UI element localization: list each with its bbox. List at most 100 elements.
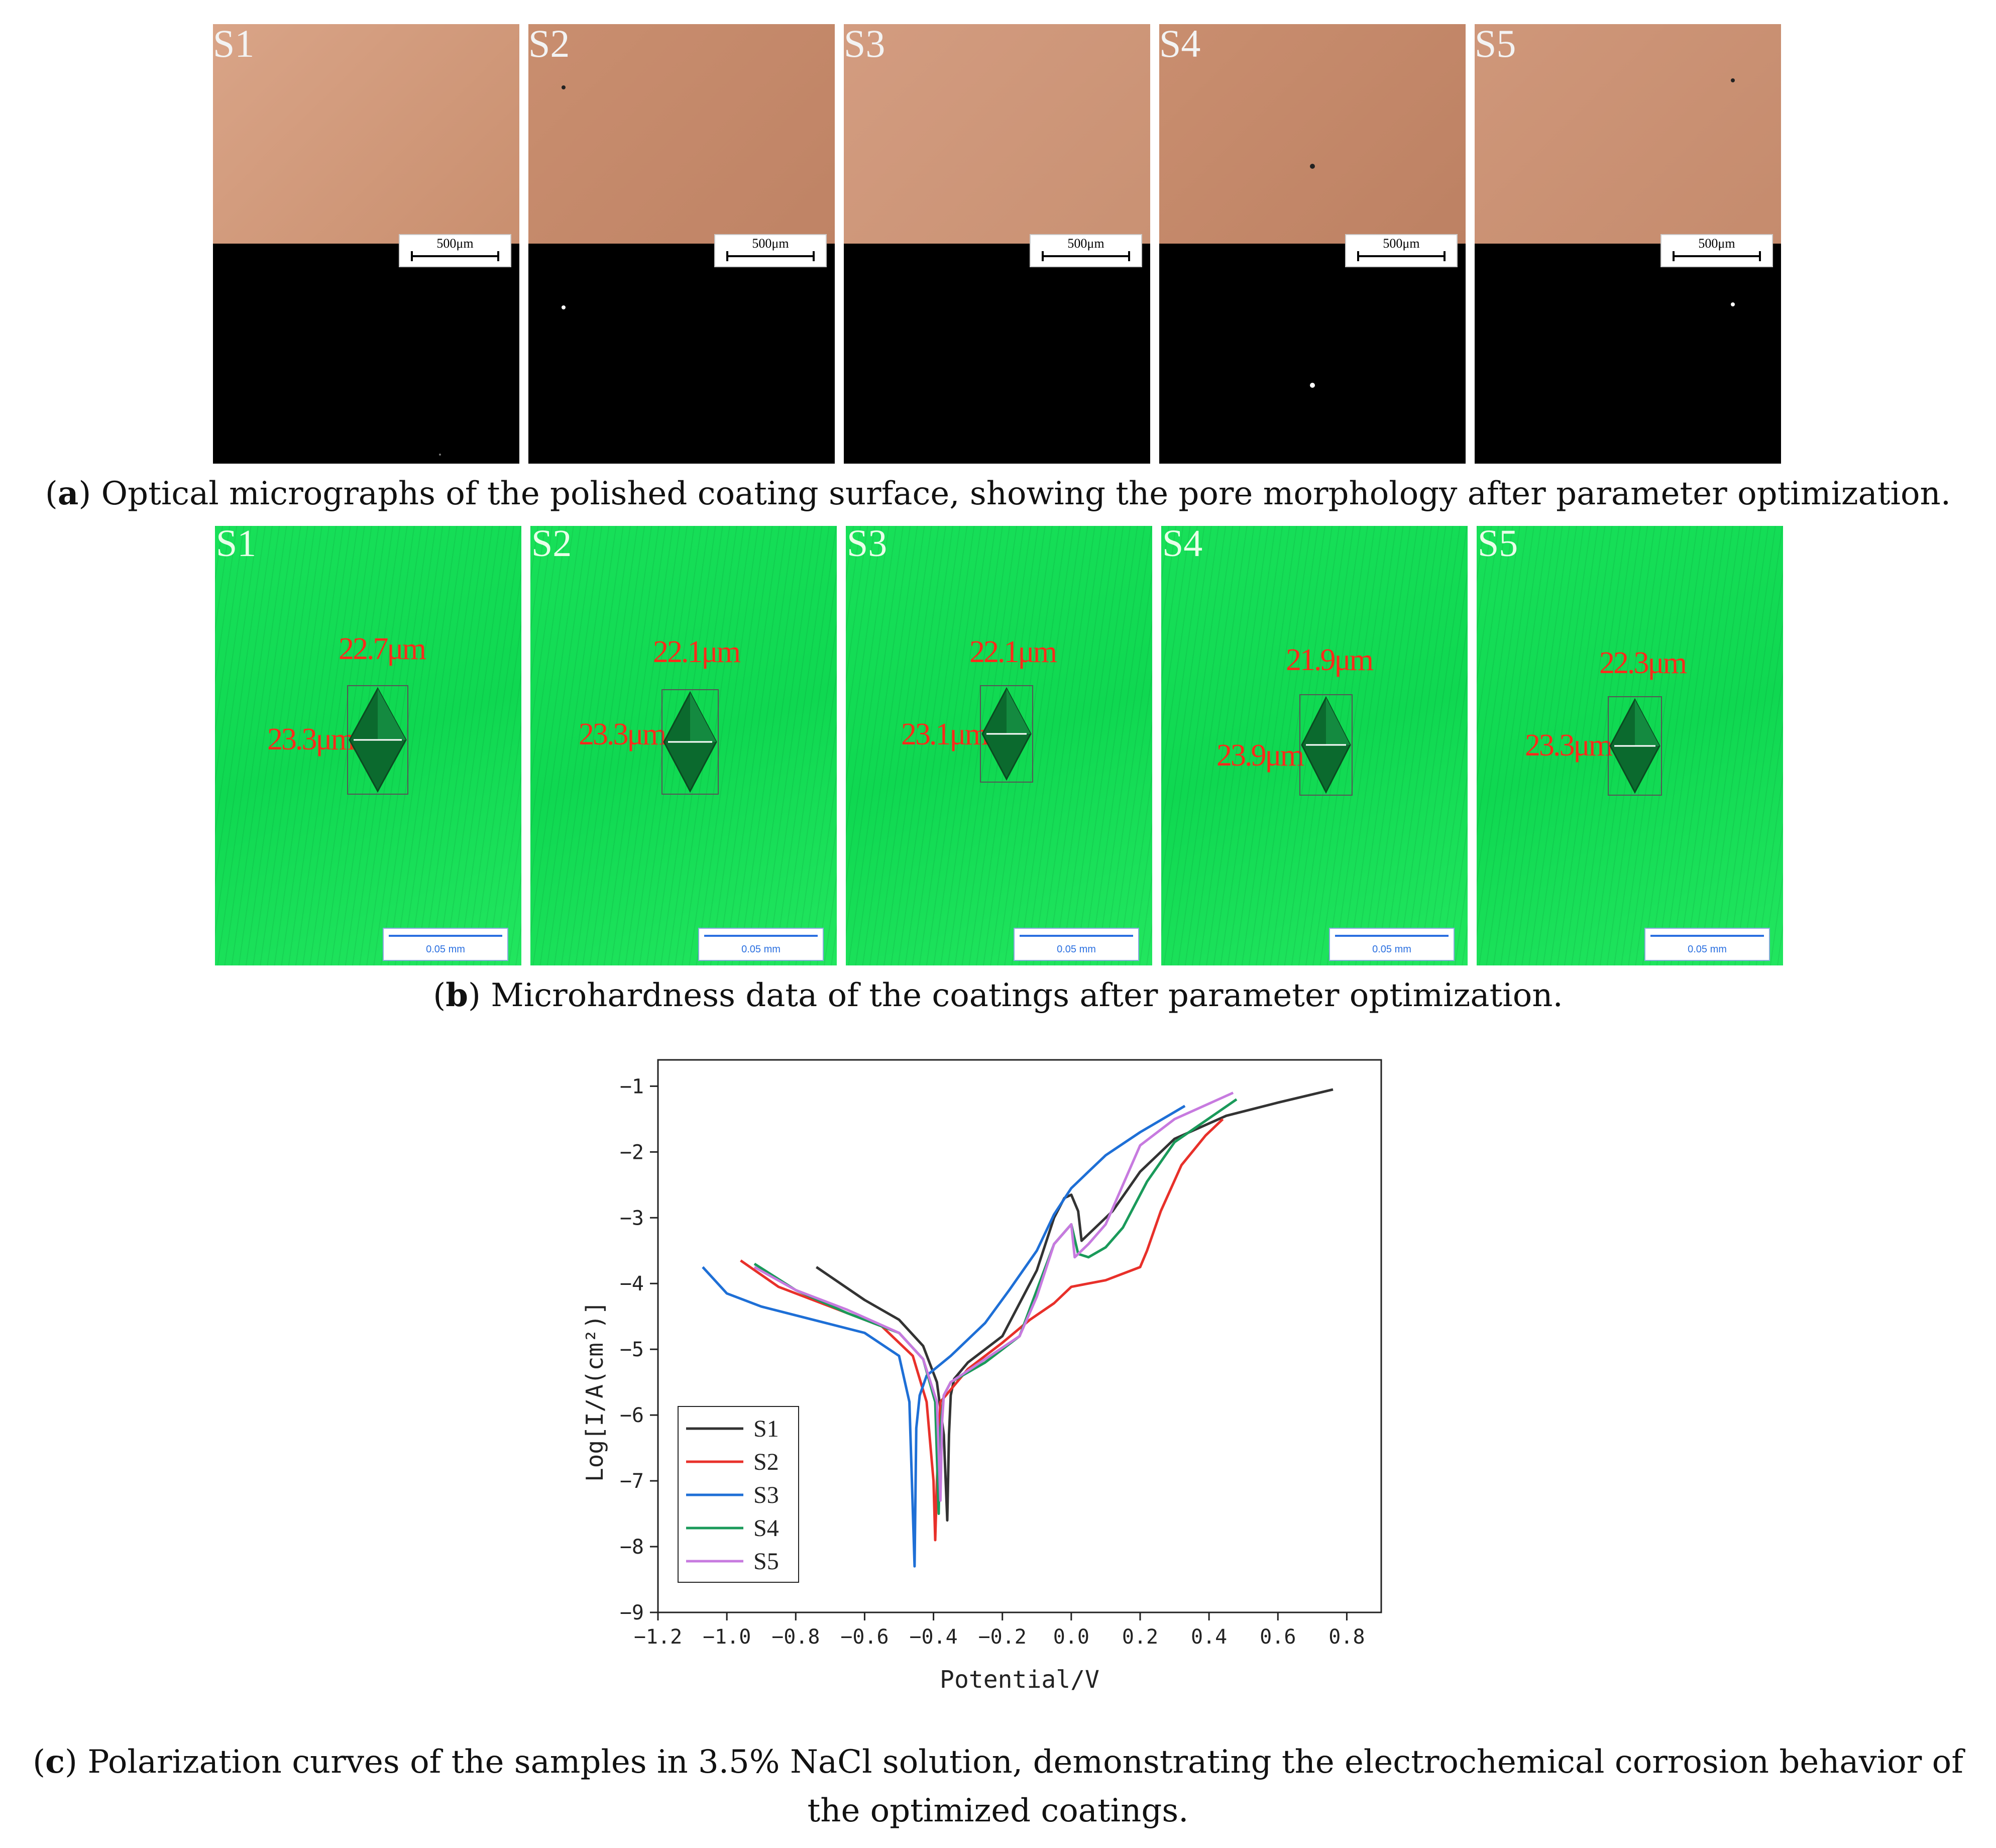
pore-dot (439, 454, 441, 456)
x-tick-label: −1.2 (634, 1625, 682, 1649)
optical-tile-s2: S2 500μm (528, 24, 835, 464)
scale-bar: 0.05 mm (698, 928, 824, 961)
x-tick-label: 0.4 (1191, 1625, 1227, 1649)
legend-label-s3: S3 (753, 1482, 779, 1508)
optical-tile-s5: S5 500μm (1475, 24, 1781, 464)
y-axis-label: Log[I/A(cm²)] (581, 1301, 608, 1482)
binary-pore-map (844, 244, 1150, 464)
scale-label: 500μm (1067, 236, 1104, 251)
tile-label: S2 (528, 24, 570, 65)
binary-pore-map (213, 244, 519, 464)
tile-label: S4 (1159, 24, 1201, 65)
diagonal-top-measurement: 22.1μm (969, 635, 1057, 669)
scale-label: 500μm (436, 236, 474, 251)
x-tick-label: 0.8 (1328, 1625, 1365, 1649)
vickers-indent (347, 685, 408, 795)
scale-label: 0.05 mm (1372, 944, 1411, 955)
x-tick-label: −0.8 (771, 1625, 820, 1649)
scale-label: 500μm (1383, 236, 1420, 251)
y-tick-label: −1 (620, 1075, 644, 1098)
scale-label: 0.05 mm (426, 944, 465, 955)
tile-label: S4 (1162, 526, 1203, 565)
diagonal-left-measurement: 23.9μm (1216, 738, 1304, 773)
optical-micrograph (844, 24, 1150, 244)
caption-a: (a) Optical micrographs of the polished … (45, 475, 1951, 512)
diagonal-left-measurement: 23.3μm (579, 717, 667, 751)
diagonal-left-measurement: 23.1μm (901, 717, 989, 751)
x-tick-label: 0.0 (1053, 1625, 1089, 1649)
scale-label: 500μm (752, 236, 789, 251)
diagonal-top-measurement: 22.7μm (339, 632, 426, 666)
optical-micrograph (1159, 24, 1466, 244)
vickers-indent (661, 689, 719, 795)
x-tick-label: 0.6 (1260, 1625, 1296, 1649)
polarization-chart: −1.2 −1.0 −0.8 −0.6 −0.4 −0.2 0.0 0.2 0.4 0.6 0.8 −… (581, 1059, 1382, 1694)
tile-label: S2 (531, 526, 572, 565)
optical-tile-s3: S3 500μm (844, 24, 1150, 464)
x-axis-label: Potential/V (940, 1666, 1099, 1694)
scale-bar: 500μm (1660, 234, 1773, 267)
y-tick-label: −3 (620, 1207, 644, 1230)
scale-label: 0.05 mm (741, 944, 781, 955)
scale-bar: 0.05 mm (383, 928, 508, 961)
pore-dot (1310, 164, 1315, 169)
binary-pore-map (1475, 244, 1781, 464)
optical-micrograph (1475, 24, 1781, 244)
caption-c-line2: the optimized coatings. (807, 1792, 1189, 1829)
vickers-indent (1608, 696, 1662, 796)
scale-bar: 500μm (1030, 234, 1142, 267)
hardness-tile-s4: S4 21.9μm 23.9μm 0.05 mm (1161, 526, 1468, 965)
hardness-tile-s5: S5 22.3μm 23.3μm 0.05 mm (1477, 526, 1783, 965)
caption-letter: b (446, 976, 468, 1014)
legend-label-s4: S4 (753, 1515, 779, 1542)
diagonal-top-measurement: 22.1μm (653, 635, 741, 669)
tile-label: S1 (213, 24, 255, 65)
optical-tile-s4: S4 500μm (1159, 24, 1466, 464)
x-tick-label: −0.6 (840, 1625, 889, 1649)
scale-label: 0.05 mm (1688, 944, 1727, 955)
legend-label-s5: S5 (753, 1548, 779, 1575)
tile-label: S3 (844, 24, 885, 65)
series-line-s2 (740, 1118, 1224, 1542)
tile-label: S3 (847, 526, 888, 565)
caption-b: (b) Microhardness data of the coatings a… (433, 976, 1563, 1014)
optical-micrograph (213, 24, 519, 244)
scale-bar: 500μm (714, 234, 827, 267)
caption-text: Polarization curves of the samples in 3.… (77, 1744, 1963, 1781)
series-line-s1 (815, 1088, 1334, 1522)
tile-label: S5 (1475, 24, 1516, 65)
tile-label: S1 (216, 526, 257, 565)
pore-dot (1731, 302, 1735, 306)
caption-text: Microhardness data of the coatings after… (480, 977, 1563, 1014)
scale-bar: 500μm (399, 234, 511, 267)
x-tick-label: 0.2 (1122, 1625, 1158, 1649)
x-tick-label: −0.4 (909, 1625, 957, 1649)
binary-pore-map (528, 244, 835, 464)
pore-dot (1310, 383, 1315, 388)
scale-bar: 0.05 mm (1014, 928, 1139, 961)
scale-label: 0.05 mm (1057, 944, 1096, 955)
series-line-s5 (753, 1092, 1234, 1502)
y-tick-label: −5 (620, 1338, 644, 1361)
pore-dot (1731, 78, 1735, 82)
y-tick-label: −4 (620, 1272, 644, 1295)
scale-bar: 0.05 mm (1644, 928, 1770, 961)
caption-letter: a (57, 475, 79, 512)
scale-label: 500μm (1698, 236, 1735, 251)
caption-c: (c) Polarization curves of the samples i… (33, 1743, 1963, 1781)
optical-micrograph (528, 24, 835, 244)
legend-label-s2: S2 (753, 1449, 779, 1475)
scale-bar: 0.05 mm (1329, 928, 1455, 961)
y-tick-label: −8 (620, 1536, 644, 1559)
diagonal-left-measurement: 23.3μm (267, 722, 355, 756)
legend-label-s1: S1 (753, 1416, 779, 1442)
caption-text: Optical micrographs of the polished coat… (91, 475, 1951, 512)
diagonal-top-measurement: 22.3μm (1599, 646, 1687, 680)
vickers-indent (980, 685, 1033, 783)
hardness-tile-s1: S1 22.7μm 23.3μm 0.05 mm (215, 526, 521, 965)
scale-bar: 500μm (1345, 234, 1458, 267)
hardness-tile-s3: S3 22.1μm 23.1μm 0.05 mm (846, 526, 1152, 965)
binary-pore-map (1159, 244, 1466, 464)
optical-tile-s1: S1 500μm (213, 24, 519, 464)
pore-dot (562, 85, 566, 89)
